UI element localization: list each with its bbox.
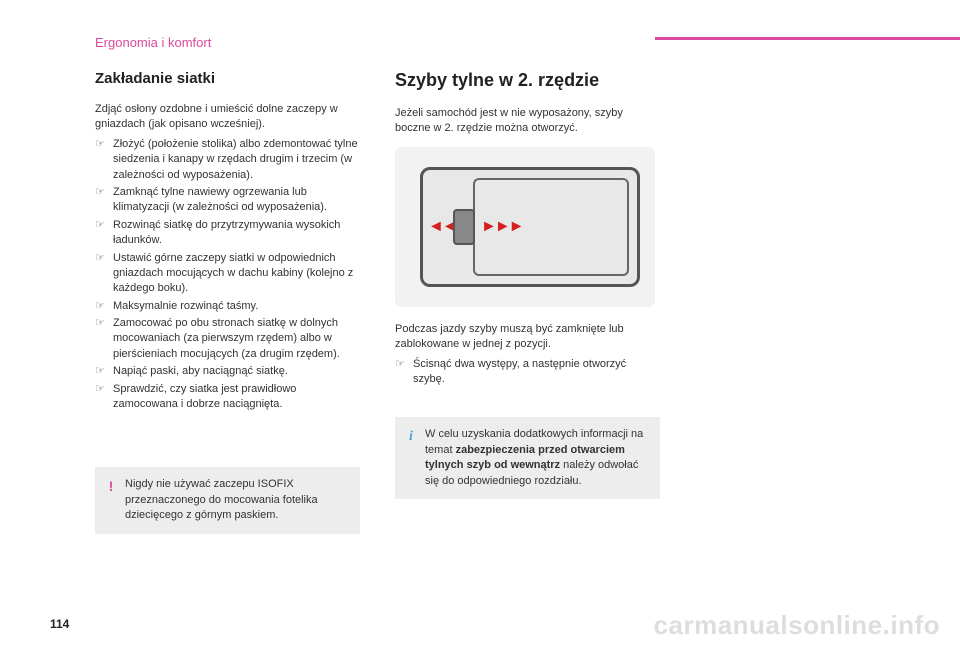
watermark: carmanualsonline.info xyxy=(654,610,940,641)
info-text: W celu uzyskania dodatkowych informacji … xyxy=(425,428,643,486)
left-intro: Zdjąć osłony ozdobne i umieścić dolne za… xyxy=(95,102,360,133)
list-item: Rozwinąć siatkę do przytrzymywania wysok… xyxy=(95,218,360,249)
right-body: Podczas jazdy szyby muszą być zamknięte … xyxy=(395,322,660,353)
list-item: Maksymalnie rozwinąć taśmy. xyxy=(95,299,360,314)
right-intro: Jeżeli samochód jest w nie wyposażony, s… xyxy=(395,106,660,137)
window-frame xyxy=(420,167,640,287)
list-item: Sprawdzić, czy siatka jest prawidłowo za… xyxy=(95,382,360,413)
list-item: Zamknąć tylne nawiewy ogrzewania lub kli… xyxy=(95,185,360,216)
warning-icon: ! xyxy=(103,477,119,493)
page-number: 114 xyxy=(50,617,69,631)
list-item: Ustawić górne zaczepy siatki w odpowiedn… xyxy=(95,251,360,297)
window-latch xyxy=(453,209,475,245)
warning-text: Nigdy nie używać zaczepu ISOFIX przeznac… xyxy=(125,478,318,521)
info-icon: i xyxy=(403,427,419,443)
right-column: Szyby tylne w 2. rzędzie Jeżeli samochód… xyxy=(395,70,660,534)
left-column: Zakładanie siatki Zdjąć osłony ozdobne i… xyxy=(95,70,360,534)
window-illustration xyxy=(395,147,655,307)
left-bullets: Złożyć (położenie stolika) albo zdemonto… xyxy=(95,137,360,413)
arrow-right-icon xyxy=(481,218,523,236)
list-item: Złożyć (położenie stolika) albo zdemonto… xyxy=(95,137,360,183)
right-title: Szyby tylne w 2. rzędzie xyxy=(395,70,660,91)
section-header: Ergonomia i komfort xyxy=(95,35,211,50)
list-item: Napiąć paski, aby naciągnąć siatkę. xyxy=(95,364,360,379)
list-item: Zamocować po obu stronach siatkę w dolny… xyxy=(95,316,360,362)
content-columns: Zakładanie siatki Zdjąć osłony ozdobne i… xyxy=(95,70,910,534)
left-title: Zakładanie siatki xyxy=(95,70,360,87)
accent-bar xyxy=(655,37,960,40)
list-item: Ścisnąć dwa występy, a następnie otworzy… xyxy=(395,357,660,388)
info-callout: i W celu uzyskania dodatkowych informacj… xyxy=(395,417,660,499)
warning-callout: ! Nigdy nie używać zaczepu ISOFIX przezn… xyxy=(95,467,360,533)
right-bullets: Ścisnąć dwa występy, a następnie otworzy… xyxy=(395,357,660,388)
